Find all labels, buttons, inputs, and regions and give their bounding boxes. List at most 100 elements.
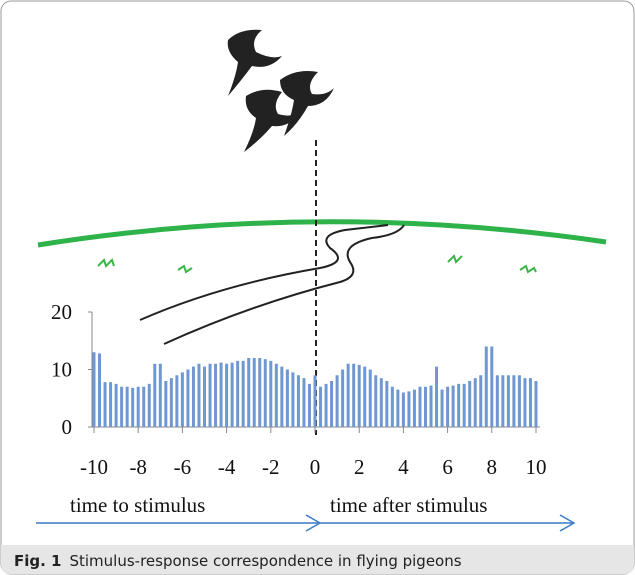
- bar: [169, 378, 173, 427]
- bar: [98, 353, 102, 427]
- bar: [296, 375, 300, 427]
- bar: [528, 378, 532, 427]
- bar: [263, 359, 267, 427]
- bar: [302, 378, 306, 427]
- bar: [479, 375, 483, 427]
- bar: [319, 386, 323, 427]
- bar: [346, 363, 350, 427]
- bar: [412, 389, 416, 427]
- bar: [191, 366, 195, 427]
- bar: [142, 386, 146, 427]
- bar: [230, 362, 234, 427]
- bar: [131, 387, 135, 427]
- bar: [451, 385, 455, 427]
- pigeons: [227, 29, 334, 152]
- bar: [203, 366, 206, 427]
- bar: [120, 386, 124, 427]
- bar: [407, 391, 411, 427]
- bar: [197, 363, 201, 427]
- bar: [136, 386, 140, 427]
- annotation: time after stimulus: [330, 493, 487, 517]
- x-tick-label: 8: [487, 455, 498, 479]
- bar: [285, 369, 289, 427]
- grass: [97, 254, 537, 274]
- bar: [418, 386, 422, 427]
- bar: [390, 386, 394, 427]
- bar: [440, 389, 444, 427]
- bar: [468, 381, 472, 427]
- y-tick-label: 0: [62, 415, 73, 439]
- bar: [379, 378, 383, 427]
- y-tick-label: 10: [51, 358, 72, 382]
- caption-label: Fig. 1: [14, 552, 61, 570]
- bar: [462, 383, 466, 427]
- x-tick-label: -2: [262, 455, 280, 479]
- bar: [164, 381, 168, 427]
- bar: [368, 369, 372, 427]
- bar: [241, 360, 245, 427]
- bar: [484, 346, 488, 427]
- bar: [457, 383, 461, 427]
- x-tick-label: -8: [129, 455, 147, 479]
- bar: [214, 363, 218, 427]
- caption: Fig. 1 Stimulus-response correspondence i…: [14, 552, 462, 570]
- bar: [158, 363, 162, 427]
- bar: [352, 363, 356, 427]
- bar: [501, 375, 505, 427]
- bar: [274, 363, 278, 427]
- bar: [401, 392, 405, 427]
- bar: [180, 372, 184, 427]
- bar: [506, 375, 510, 427]
- bar: [523, 378, 527, 427]
- bar: [109, 382, 113, 427]
- bar: [175, 375, 179, 427]
- bar: [429, 385, 433, 427]
- trajectories: [139, 224, 405, 345]
- x-tick-label: 6: [442, 455, 453, 479]
- arrows: [36, 514, 576, 532]
- bar: [103, 382, 107, 427]
- bar: [236, 360, 240, 427]
- bar: [424, 386, 427, 427]
- bar: [208, 363, 212, 427]
- bar: [330, 381, 334, 427]
- bar: [357, 364, 361, 427]
- bar: [147, 383, 151, 427]
- bar: [258, 358, 262, 427]
- bar: [247, 358, 251, 427]
- bar: [396, 389, 400, 427]
- bar: [307, 383, 311, 427]
- x-tick-label: 2: [354, 455, 365, 479]
- x-tick-label: -10: [80, 455, 108, 479]
- bar: [363, 366, 367, 427]
- x-tick-label: -6: [174, 455, 192, 479]
- bar: [495, 375, 499, 427]
- caption-text: Stimulus-response correspondence in flyi…: [69, 552, 461, 570]
- bar: [313, 375, 317, 427]
- bar: [512, 375, 516, 427]
- bar: [153, 363, 157, 427]
- bar: [435, 366, 439, 427]
- x-tick-label: 0: [310, 455, 321, 479]
- bar: [125, 386, 129, 427]
- x-tick-label: 4: [398, 455, 409, 479]
- bar: [186, 369, 190, 427]
- bar: [291, 372, 295, 427]
- annotation: time to stimulus: [70, 493, 205, 517]
- bar: [341, 369, 345, 427]
- bar: [385, 381, 389, 427]
- bar: [335, 375, 339, 427]
- caption-bar: [1, 545, 634, 574]
- bar: [473, 378, 477, 427]
- bar: [324, 383, 328, 427]
- bar: [280, 366, 284, 427]
- bar: [269, 360, 273, 427]
- bar: [252, 358, 256, 427]
- x-tick-label: -4: [218, 455, 236, 479]
- horizon: [37, 219, 607, 248]
- bar: [92, 352, 96, 427]
- bar: [534, 381, 538, 427]
- bar: [517, 375, 521, 427]
- bar: [490, 346, 494, 427]
